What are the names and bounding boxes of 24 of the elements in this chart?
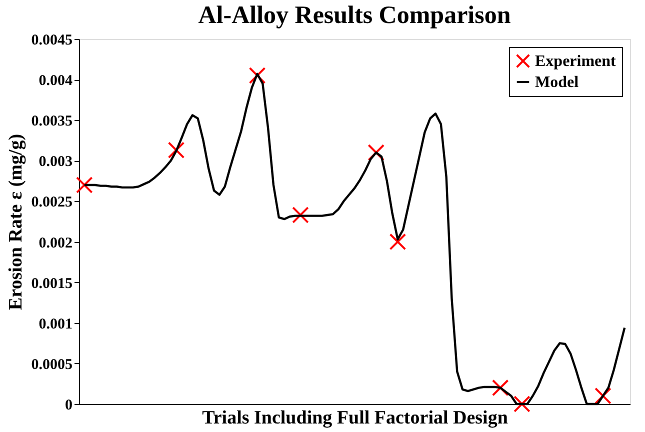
point — [492, 379, 509, 396]
y-tick-label: 0.001 — [38, 316, 72, 332]
y-tick-label: 0.002 — [38, 235, 72, 252]
y-tick-label: 0.0015 — [31, 276, 72, 292]
point — [514, 396, 530, 412]
y-axis-title: Erosion Rate ε (mg/g) — [5, 134, 26, 310]
y-tick-label: 0.003 — [38, 154, 72, 170]
point — [76, 176, 93, 194]
point — [594, 387, 612, 404]
point — [389, 233, 406, 250]
y-tick-label: 0 — [65, 398, 72, 414]
legend-label: Experiment — [535, 53, 617, 70]
y-tick-label: 0.0025 — [31, 194, 72, 211]
y-tick-label: 0.0035 — [31, 114, 72, 130]
x-axis-title: Trials Including Full Factorial Design — [202, 408, 508, 428]
y-tick-label: 0.004 — [38, 73, 73, 90]
y-tick-label: 0.0005 — [31, 356, 72, 373]
point — [168, 142, 185, 159]
point — [292, 206, 309, 224]
legend-label: Model — [535, 74, 580, 91]
point — [248, 67, 266, 84]
chart-title: Al-Alloy Results Comparison — [198, 2, 511, 29]
y-tick-label: 0.0045 — [31, 32, 72, 48]
point — [368, 144, 385, 161]
